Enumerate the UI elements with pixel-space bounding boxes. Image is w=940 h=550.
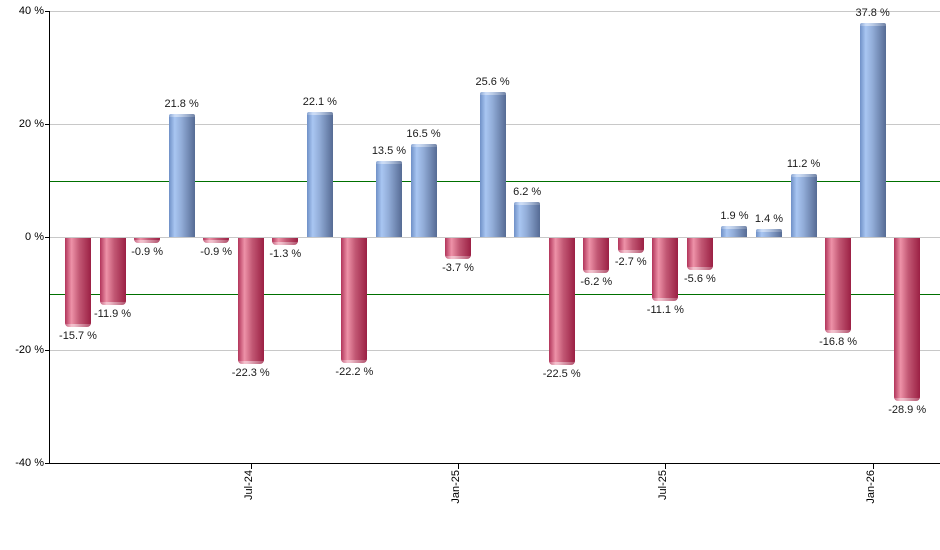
bar-value-label: 6.2 % <box>513 185 542 198</box>
x-axis-label: Jul-25 <box>657 470 670 500</box>
bar-value-label: -2.7 % <box>614 256 647 269</box>
bar-negative <box>272 238 299 246</box>
bar-negative <box>583 238 610 274</box>
bar-value-label: 1.9 % <box>720 210 749 223</box>
bar-negative <box>237 238 264 364</box>
gridline-40 <box>50 11 940 12</box>
x-axis-label: Jan-26 <box>864 470 877 504</box>
bar-value-label: -0.9 % <box>200 246 233 259</box>
y-axis-tick <box>45 124 49 125</box>
bar-negative <box>686 238 713 270</box>
y-axis-label: 40 % <box>18 5 44 17</box>
bar-value-label: 11.2 % <box>786 157 821 170</box>
bar-value-label: -22.3 % <box>231 366 270 379</box>
bar-positive <box>375 160 402 237</box>
gridline--20 <box>50 350 940 351</box>
bar-positive <box>859 23 886 237</box>
bar-value-label: -1.3 % <box>269 248 302 261</box>
y-axis-tick <box>45 11 49 12</box>
bar-negative <box>341 238 368 364</box>
gridline-0 <box>50 237 940 238</box>
bar-negative <box>65 238 91 327</box>
y-axis-tick <box>45 237 49 238</box>
y-axis-label: 0 % <box>25 231 44 243</box>
y-axis-label: -40 % <box>15 457 44 469</box>
bar-value-label: 16.5 % <box>406 127 441 140</box>
bar-value-label: -22.5 % <box>542 368 581 381</box>
bar-value-label: -15.7 % <box>59 329 97 342</box>
bar-positive <box>410 143 437 237</box>
bar-value-label: -16.8 % <box>819 335 858 348</box>
bar-value-label: 21.8 % <box>164 97 199 110</box>
y-axis-tick <box>45 350 49 351</box>
bar-value-label: -11.1 % <box>646 303 684 316</box>
bar-negative <box>203 238 230 244</box>
bar-negative <box>617 238 644 254</box>
bar-value-label: -5.6 % <box>683 272 716 285</box>
bar-negative <box>825 238 852 333</box>
bar-negative <box>445 238 472 259</box>
y-axis-label: -20 % <box>15 344 44 356</box>
bar-value-label: -11.9 % <box>94 308 132 321</box>
bar-negative <box>99 238 126 306</box>
bar-value-label: 37.8 % <box>855 7 890 20</box>
bar-negative <box>134 238 161 244</box>
bar-value-label: 1.4 % <box>754 213 784 226</box>
x-axis-tick <box>872 464 874 469</box>
bar-positive <box>479 92 506 237</box>
bar-positive <box>790 173 817 237</box>
bar-negative <box>894 238 921 402</box>
bar-negative <box>652 238 679 301</box>
x-axis-tick <box>665 464 667 469</box>
bar-value-label: 22.1 % <box>302 96 337 109</box>
bar-positive <box>306 112 333 237</box>
bar-value-label: -6.2 % <box>580 276 613 289</box>
bar-value-label: 25.6 % <box>475 76 510 89</box>
bar-positive <box>756 229 782 237</box>
x-axis-label: Jul-24 <box>242 470 255 500</box>
bar-positive <box>721 226 748 237</box>
bar-value-label: -0.9 % <box>131 246 163 259</box>
bar-value-label: -28.9 % <box>888 404 927 417</box>
y-axis-tick <box>45 463 49 464</box>
x-axis-tick <box>250 464 252 469</box>
bar-value-label: -3.7 % <box>442 261 474 274</box>
bar-positive <box>514 201 541 237</box>
bar-negative <box>548 238 575 366</box>
y-axis-label: 20 % <box>18 118 44 130</box>
x-axis-tick <box>458 464 460 469</box>
bar-value-label: 13.5 % <box>371 144 407 157</box>
plot-area: -15.7 % -11.9 % -0.9 % 21.8 % -0.9 % -22.3 % -… <box>49 7 940 464</box>
bar-value-label: -22.2 % <box>335 366 374 379</box>
x-axis-label: Jan-25 <box>450 470 463 504</box>
bar-positive <box>168 113 195 237</box>
reference-line--10 <box>50 293 940 295</box>
